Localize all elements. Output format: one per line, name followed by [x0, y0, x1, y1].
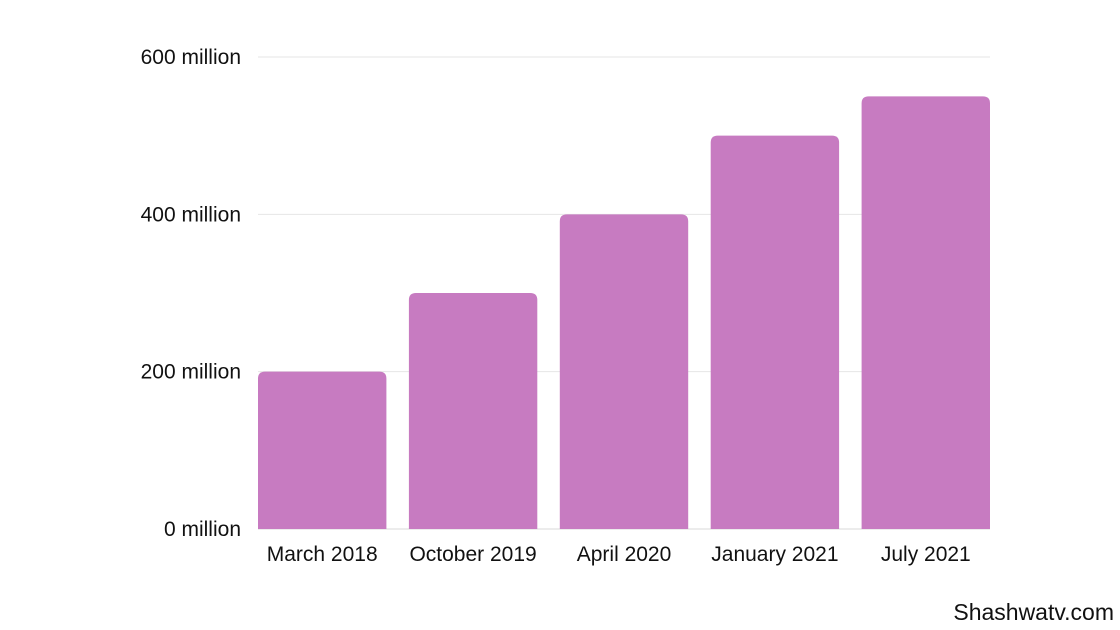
y-axis-ticks: 0 million 200 million 400 million 600 milli… — [141, 46, 241, 541]
watermark-text: Shashwatv.com — [953, 599, 1114, 625]
x-axis-ticks: March 2018 October 2019 April 2020 January … — [267, 543, 971, 566]
bar-july-2021 — [861, 96, 990, 529]
y-tick-label: 0 million — [164, 518, 241, 541]
x-tick-label: January 2021 — [711, 543, 838, 566]
x-tick-label: April 2020 — [577, 543, 672, 566]
bars — [258, 96, 990, 530]
bar-march-2018 — [258, 371, 387, 529]
bar-october-2019 — [408, 293, 538, 529]
y-tick-label: 600 million — [141, 46, 241, 69]
x-tick-label: October 2019 — [409, 543, 536, 566]
bar-april-2020 — [559, 214, 689, 530]
y-tick-label: 400 million — [141, 203, 241, 226]
y-tick-label: 200 million — [141, 361, 241, 384]
x-tick-label: July 2021 — [881, 543, 971, 566]
x-tick-label: March 2018 — [267, 543, 378, 566]
bar-january-2021 — [710, 135, 840, 529]
